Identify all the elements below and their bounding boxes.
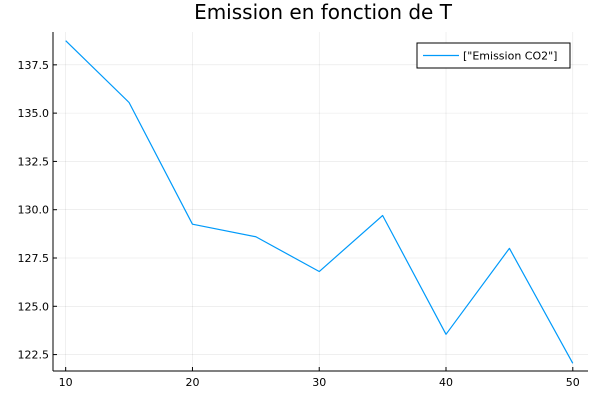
y-tick-label-6: 137.5 [18, 59, 50, 72]
x-tick-label-3: 40 [439, 376, 453, 389]
y-tick-label-5: 135.0 [18, 107, 50, 120]
x-tick-label-1: 20 [185, 376, 199, 389]
legend: ["Emission CO2"] [416, 42, 571, 69]
grid [53, 32, 588, 371]
y-tick-label-0: 122.5 [18, 349, 50, 362]
legend-box [416, 42, 571, 69]
y-axis-ticks: 122.5 125.0 127.5 130.0 132.5 135.0 137.5 [18, 59, 57, 362]
x-tick-label-0: 10 [59, 376, 73, 389]
axes [52, 32, 588, 372]
chart-title: Emission en fonction de T [194, 0, 453, 24]
x-axis-ticks: 10 20 30 40 50 [59, 367, 580, 389]
y-tick-label-3: 130.0 [18, 204, 50, 217]
x-tick-label-2: 30 [312, 376, 326, 389]
legend-label-0: ["Emission CO2"] [463, 50, 557, 63]
y-tick-label-4: 132.5 [18, 155, 50, 168]
y-tick-label-1: 125.0 [18, 300, 50, 313]
y-tick-label-2: 127.5 [18, 252, 50, 265]
series-group [65, 40, 574, 364]
x-tick-label-4: 50 [566, 376, 580, 389]
